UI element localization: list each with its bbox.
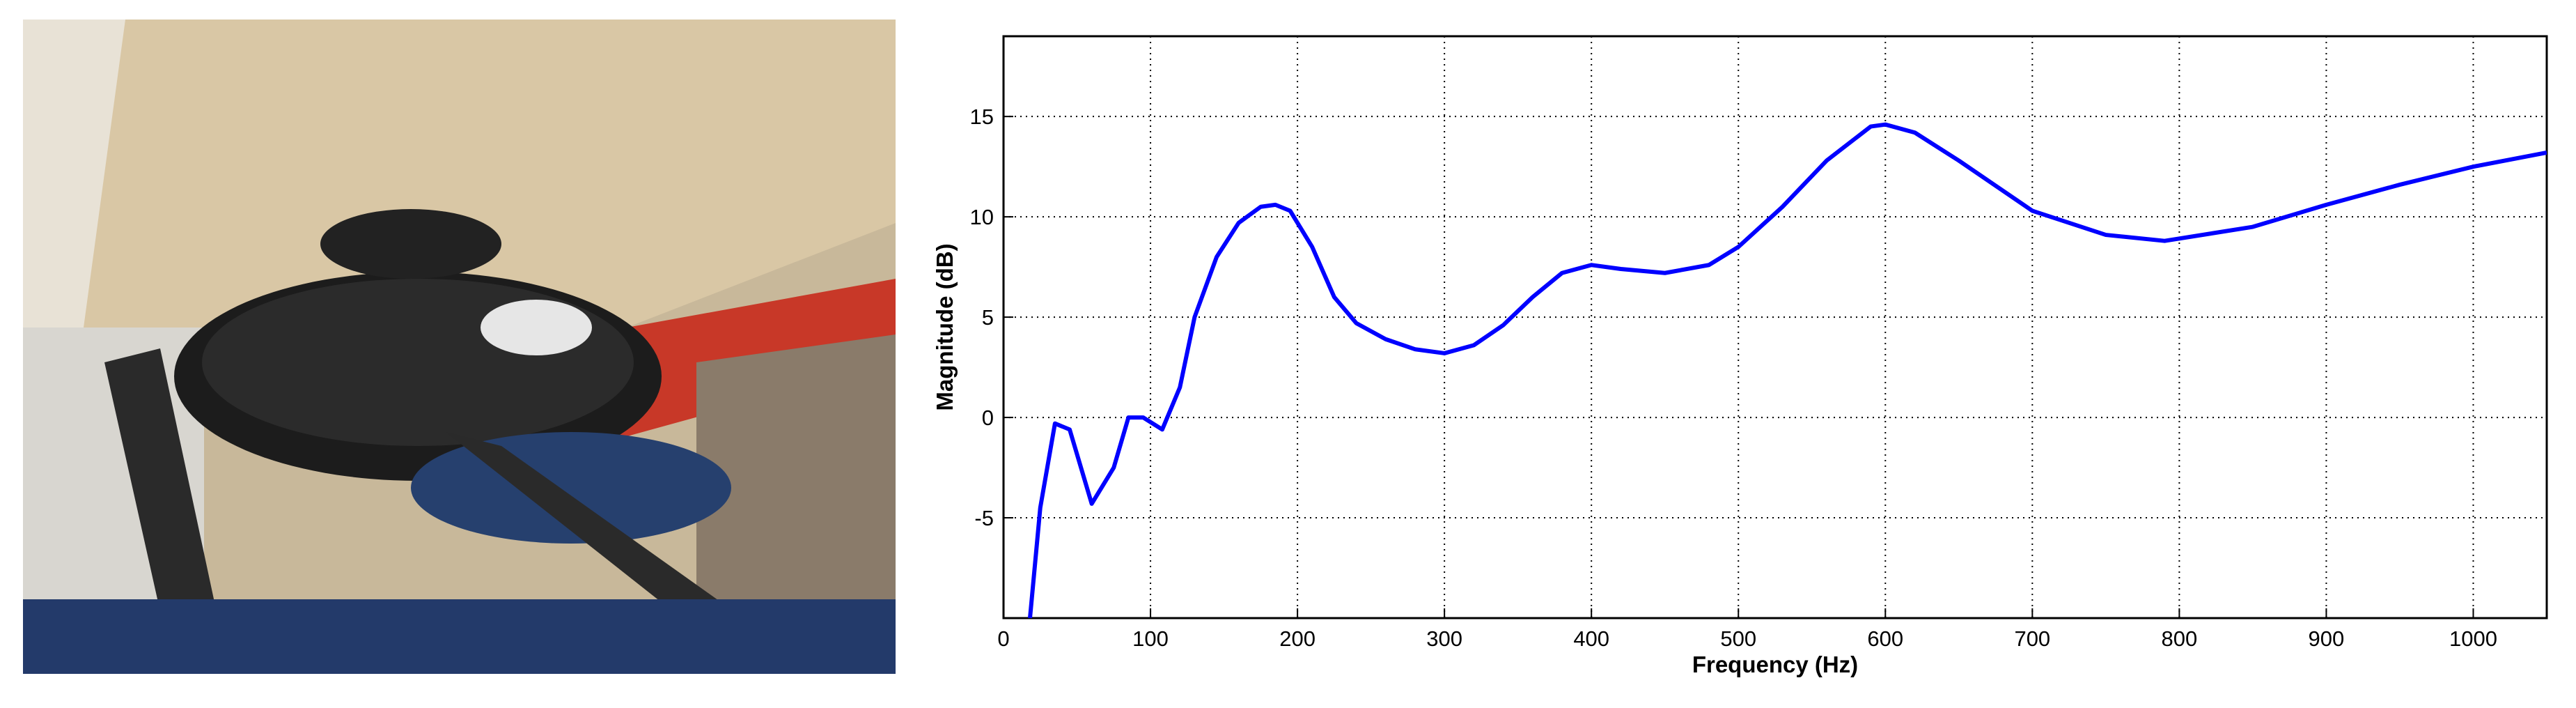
y-tick-label: 5 xyxy=(982,305,994,330)
chart: -5 0 5 10 15 0 100 200 300 400 500 600 700 800 900 1000… xyxy=(932,35,2548,677)
plot-area xyxy=(1004,36,2547,618)
x-tick-label: 500 xyxy=(1720,626,1756,651)
y-axis-label: Magnitude (dB) xyxy=(932,243,958,410)
x-tick-label: 1000 xyxy=(2449,626,2497,651)
y-tick-label: 10 xyxy=(970,205,994,229)
x-tick-label: 600 xyxy=(1867,626,1903,651)
x-tick-label: 700 xyxy=(2014,626,2050,651)
x-tick-label: 900 xyxy=(2309,626,2345,651)
x-axis-label: Frequency (Hz) xyxy=(1692,652,1858,677)
x-tick-label: 100 xyxy=(1132,626,1169,651)
y-tick-label: 15 xyxy=(970,105,994,129)
plot-frame xyxy=(1002,35,2548,620)
y-tick-label: 0 xyxy=(982,406,994,430)
photo xyxy=(23,20,896,674)
x-tick-label: 200 xyxy=(1279,626,1316,651)
data-line xyxy=(1028,122,2547,618)
x-tick-label: 0 xyxy=(997,626,1009,651)
x-tick-label: 300 xyxy=(1426,626,1462,651)
x-tick-label: 800 xyxy=(2162,626,2198,651)
x-tick-label: 400 xyxy=(1573,626,1609,651)
y-tick-label: -5 xyxy=(974,506,994,530)
